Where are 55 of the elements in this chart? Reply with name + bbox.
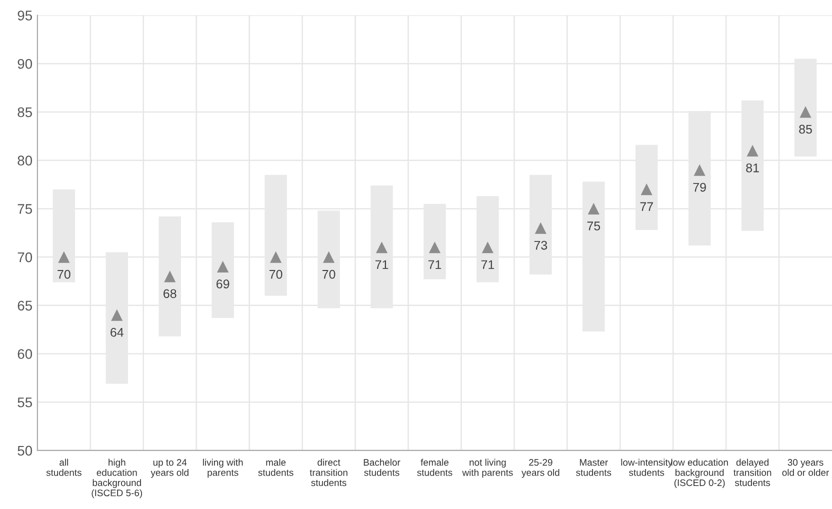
x-tick-label: high education background (ISCED 5-6)	[92, 458, 142, 498]
y-tick-label: 65	[18, 300, 32, 311]
point	[534, 222, 546, 234]
y-tick-label: 90	[18, 58, 32, 69]
y-tick-label: 50	[18, 446, 32, 456]
point	[694, 164, 706, 176]
point	[164, 270, 176, 282]
point	[800, 106, 812, 118]
point	[217, 260, 229, 273]
data-label: 71	[481, 260, 494, 269]
data-label: 71	[428, 260, 442, 269]
x-tick-label: not living with parents	[462, 458, 513, 478]
point	[322, 251, 335, 263]
data-label: 85	[799, 124, 812, 134]
point	[376, 242, 388, 254]
x-tick-label: 25-29 years old	[522, 459, 560, 478]
point	[58, 251, 70, 263]
x-tick-label: 30 years old or older	[782, 459, 829, 476]
data-label: 68	[164, 289, 176, 298]
data-label: 69	[216, 280, 230, 288]
y-tick-label: 60	[18, 349, 32, 359]
x-tick-label: low education background (ISCED 0-2)	[671, 458, 728, 488]
x-tick-label: low-intensity students	[621, 458, 673, 476]
x-tick-label: living with parents	[203, 458, 243, 478]
x-tick-label: direct transition students	[310, 458, 348, 486]
x-tick-label: female students	[417, 458, 452, 476]
point	[111, 309, 123, 321]
data-label: 75	[587, 222, 600, 230]
data-label: 70	[58, 270, 70, 279]
data-label: 77	[640, 202, 653, 211]
x-tick-label: up to 24 years old	[150, 459, 188, 478]
point	[482, 242, 494, 254]
x-tick-label: Master students	[576, 459, 612, 476]
data-label: 70	[322, 270, 336, 279]
data-label: 64	[110, 328, 124, 337]
point	[588, 202, 600, 214]
y-tick-label: 80	[18, 156, 32, 166]
data-label: 81	[746, 163, 759, 172]
data-label: 73	[534, 240, 548, 250]
y-tick-label: 55	[18, 398, 32, 408]
data-label: 79	[693, 182, 706, 192]
x-tick-label: all students	[46, 458, 82, 476]
y-tick-label: 75	[18, 204, 32, 214]
y-tick-label: 70	[18, 252, 32, 262]
point	[270, 251, 282, 263]
x-tick-label: Bachelor students	[364, 458, 400, 476]
point	[640, 184, 652, 196]
data-label: 71	[375, 260, 388, 269]
y-tick-label: 95	[18, 10, 32, 20]
data-label: 70	[269, 270, 282, 279]
point	[746, 144, 758, 156]
x-tick-label: male students	[258, 458, 294, 476]
x-tick-label: delayed transition students	[734, 458, 772, 486]
y-tick-label: 85	[18, 107, 32, 118]
point	[428, 242, 441, 254]
